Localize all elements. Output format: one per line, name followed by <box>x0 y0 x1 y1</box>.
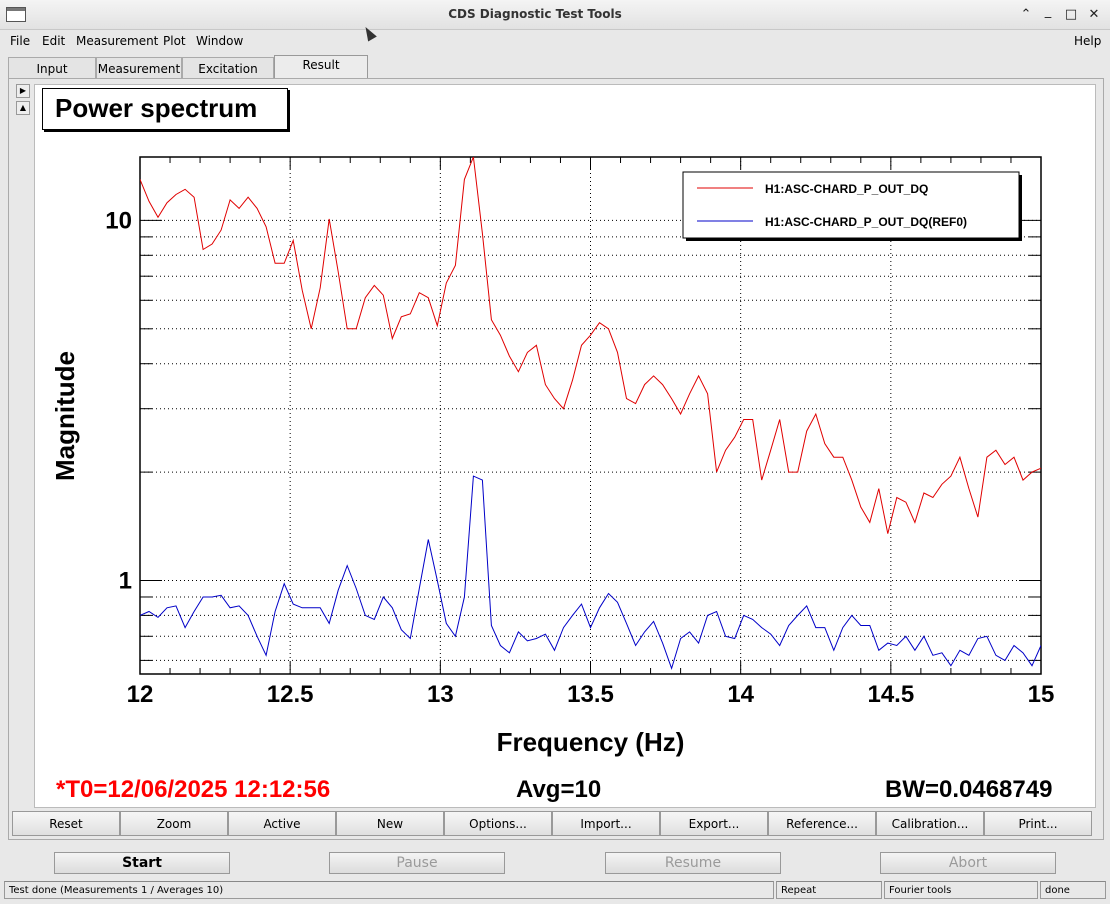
maximize-icon[interactable]: □ <box>1064 7 1078 22</box>
import-button[interactable]: Import... <box>552 811 660 836</box>
zoom-button[interactable]: Zoom <box>120 811 228 836</box>
menu-edit[interactable]: Edit <box>42 34 66 48</box>
status-state: done <box>1040 881 1106 899</box>
x-tick-label: 12 <box>127 681 154 708</box>
status-tool: Fourier tools <box>884 881 1038 899</box>
new-button[interactable]: New <box>336 811 444 836</box>
menu-window[interactable]: Window <box>196 34 244 48</box>
plot-button-row: Reset Zoom Active New Options... Import.… <box>12 811 1094 836</box>
calibration-button[interactable]: Calibration... <box>876 811 984 836</box>
status-bar: Test done (Measurements 1 / Averages 10)… <box>0 881 1110 899</box>
close-icon[interactable]: ✕ <box>1088 7 1100 22</box>
control-button-row: Start Pause Resume Abort <box>0 852 1110 876</box>
reference-button[interactable]: Reference... <box>768 811 876 836</box>
tab-result[interactable]: Result <box>274 55 368 78</box>
x-tick-label: 14 <box>727 681 754 708</box>
window-title: CDS Diagnostic Test Tools <box>448 7 622 21</box>
t0-label: *T0=12/06/2025 12:12:56 <box>56 776 331 803</box>
tab-bar: Input Measurement Excitation Result <box>8 55 1108 79</box>
menu-file[interactable]: File <box>10 34 31 48</box>
status-message: Test done (Measurements 1 / Averages 10) <box>4 881 774 899</box>
title-bar: CDS Diagnostic Test Tools ⌃ _ □ ✕ <box>0 0 1110 30</box>
abort-button[interactable]: Abort <box>880 852 1056 874</box>
expand-right-icon[interactable]: ▶ <box>16 84 30 98</box>
pause-button[interactable]: Pause <box>329 852 505 874</box>
resume-button[interactable]: Resume <box>605 852 781 874</box>
status-mode: Repeat <box>776 881 882 899</box>
legend-box <box>682 171 1020 239</box>
export-button[interactable]: Export... <box>660 811 768 836</box>
x-tick-label: 13 <box>427 681 454 708</box>
menu-bar: File Edit Measurement Plot Window Help <box>0 30 1110 52</box>
menu-help[interactable]: Help <box>1074 34 1102 48</box>
y-axis-label: Magnitude <box>50 351 80 481</box>
tab-excitation[interactable]: Excitation <box>182 57 274 79</box>
x-axis-label: Frequency (Hz) <box>497 727 685 757</box>
avg-label: Avg=10 <box>516 776 602 803</box>
y-tick-label: 1 <box>119 568 132 595</box>
minimize-button-icon[interactable]: _ <box>1044 4 1052 19</box>
tab-measurement[interactable]: Measurement <box>96 57 182 79</box>
bw-label: BW=0.0468749 <box>885 776 1053 803</box>
x-tick-label: 13.5 <box>567 681 614 708</box>
active-button[interactable]: Active <box>228 811 336 836</box>
x-tick-label: 15 <box>1028 681 1055 708</box>
print-button[interactable]: Print... <box>984 811 1092 836</box>
menu-plot[interactable]: Plot <box>163 34 186 48</box>
series-line-reference <box>140 475 1041 671</box>
collapse-up-icon[interactable]: ▲ <box>16 101 30 115</box>
minimize-icon[interactable]: ⌃ <box>1020 7 1032 22</box>
plot-title: Power spectrum <box>42 88 288 130</box>
legend-entry: H1:ASC-CHARD_P_OUT_DQ(REF0) <box>765 215 967 229</box>
app-window-icon <box>6 7 26 22</box>
y-tick-label: 10 <box>105 207 132 234</box>
menu-measurement[interactable]: Measurement <box>76 34 159 48</box>
legend-entry: H1:ASC-CHARD_P_OUT_DQ <box>765 182 928 196</box>
series-line-measurement <box>140 157 1041 534</box>
options-button[interactable]: Options... <box>444 811 552 836</box>
start-button[interactable]: Start <box>54 852 230 874</box>
reset-button[interactable]: Reset <box>12 811 120 836</box>
x-tick-label: 14.5 <box>867 681 914 708</box>
tab-input[interactable]: Input <box>8 57 96 79</box>
x-tick-label: 12.5 <box>267 681 314 708</box>
